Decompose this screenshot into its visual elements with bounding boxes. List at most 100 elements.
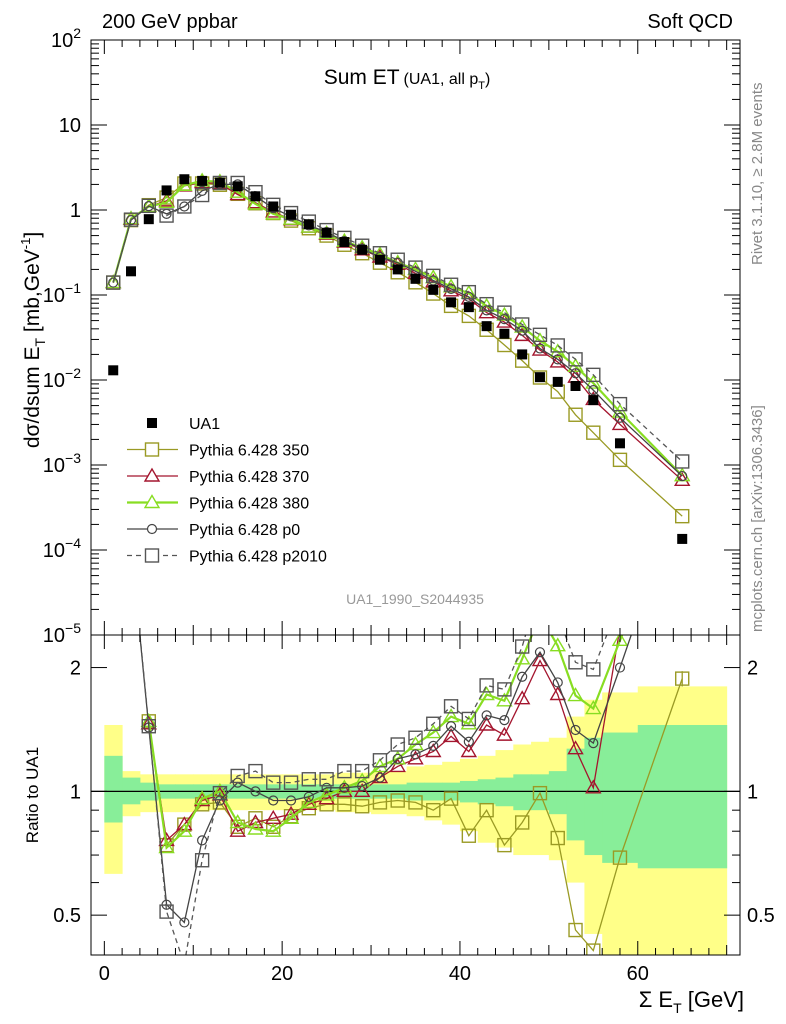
legend-item: Pythia 6.428 350 [127,442,309,460]
data-point [534,372,545,383]
ratio-point [158,839,175,854]
ratio-point [517,671,528,682]
ratio-y-tick-label-right: 1 [747,781,758,803]
ratio-point [570,724,581,736]
legend-item: Pythia 6.428 p2010 [127,548,327,566]
ratio-point [300,794,318,809]
series-ua1 [108,174,688,544]
main-y-label-main: dσ/dsum E [21,347,44,449]
ratio-y-tick-label-left: 0.5 [53,905,81,927]
main-y-tick-label: 10−5 [43,620,81,647]
ratio-point [230,768,245,784]
x-tick-label: 40 [449,963,471,985]
ratio-point [513,650,531,665]
analysis-id-label: UA1_1990_S2044935 [346,591,484,607]
ratio-point [425,743,442,758]
ratio-point [372,795,388,810]
ratio-point [265,822,282,837]
data-point [250,191,261,202]
ratio-point [303,791,314,802]
ratio-point [567,687,584,702]
ratio-point [675,501,689,513]
legend-item: Pythia 6.428 370 [127,467,309,486]
legend-marker [144,548,160,563]
ratio-line [147,635,624,850]
data-point [531,341,549,356]
ratio-point [300,795,318,811]
main-y-label-unit-sup: -1 [18,238,33,250]
legend-item: Pythia 6.428 380 [127,494,309,513]
ratio-point [445,721,457,732]
ratio-point [614,662,626,673]
ratio-point [247,814,264,829]
stat-uncertainty-band [513,774,532,811]
ratio-point [533,608,547,620]
plot-title-sub: (UA1, all p [404,71,479,88]
data-point [568,407,583,422]
plot-title-sub-end: ) [485,71,490,88]
data-point [108,365,119,376]
ratio-frame [90,634,741,956]
data-point [426,268,441,284]
ratio-point [321,782,332,793]
stat-uncertainty-band [584,737,603,856]
data-point [123,212,139,227]
data-point [179,201,190,212]
legend-label: Pythia 6.428 p0 [189,522,300,539]
ratio-point [426,802,441,818]
stat-uncertainty-band [637,724,728,869]
data-point [141,198,156,214]
data-point [140,198,158,213]
data-point [247,195,264,210]
ratio-point [678,482,687,491]
ratio-point [374,772,386,783]
ratio-point [568,922,583,938]
ratio-point [179,917,190,928]
main-panel: 102 10 1 10−1 10−2 10−3 10−4 10−5 Sum ET (UA1, a… [18,25,741,647]
legend-marker [144,442,160,457]
data-point [496,306,513,321]
ratio-point [248,763,263,779]
ratio-point [301,772,317,787]
ratio-point [478,716,495,731]
ratio-point [282,809,300,824]
series-pythia-6-428-380 [105,172,691,482]
ratio-point [612,850,628,865]
data-point [158,193,175,209]
x-label-main: Σ E [639,987,673,1012]
ratio-point [354,799,370,814]
ratio-point [496,726,513,741]
data-point [568,352,583,367]
data-point [446,297,457,308]
ratio-point [613,595,626,608]
ratio-point [479,802,494,818]
data-point [612,396,628,412]
ratio-point [127,539,136,548]
ratio-point [586,943,601,955]
data-point [614,438,625,449]
ratio-point [176,822,193,837]
stat-uncertainty-band [104,755,123,823]
ratio-series-pythia-6-428-380 [140,608,629,854]
stat-uncertainty-band [548,771,568,815]
rivet-version-label: Rivet 3.1.10, ≥ 2.8M events [749,83,766,266]
data-point [677,533,688,544]
data-point [550,338,565,353]
ratio-bands [104,686,728,955]
legend-marker [147,418,157,428]
data-point [197,185,208,196]
ratio-point [586,662,601,677]
ratio-point [497,837,512,853]
ratio-line [148,678,683,952]
plot-title-main: Sum ET [324,66,400,89]
ratio-point [481,710,492,721]
data-point [677,471,688,482]
data-point [531,332,549,347]
data-point [552,354,563,365]
ratio-point [551,609,564,622]
main-y-tick-label: 10−1 [43,280,81,307]
main-y-label-end: ] [21,232,44,238]
data-point [126,266,137,277]
data-point [303,219,314,230]
